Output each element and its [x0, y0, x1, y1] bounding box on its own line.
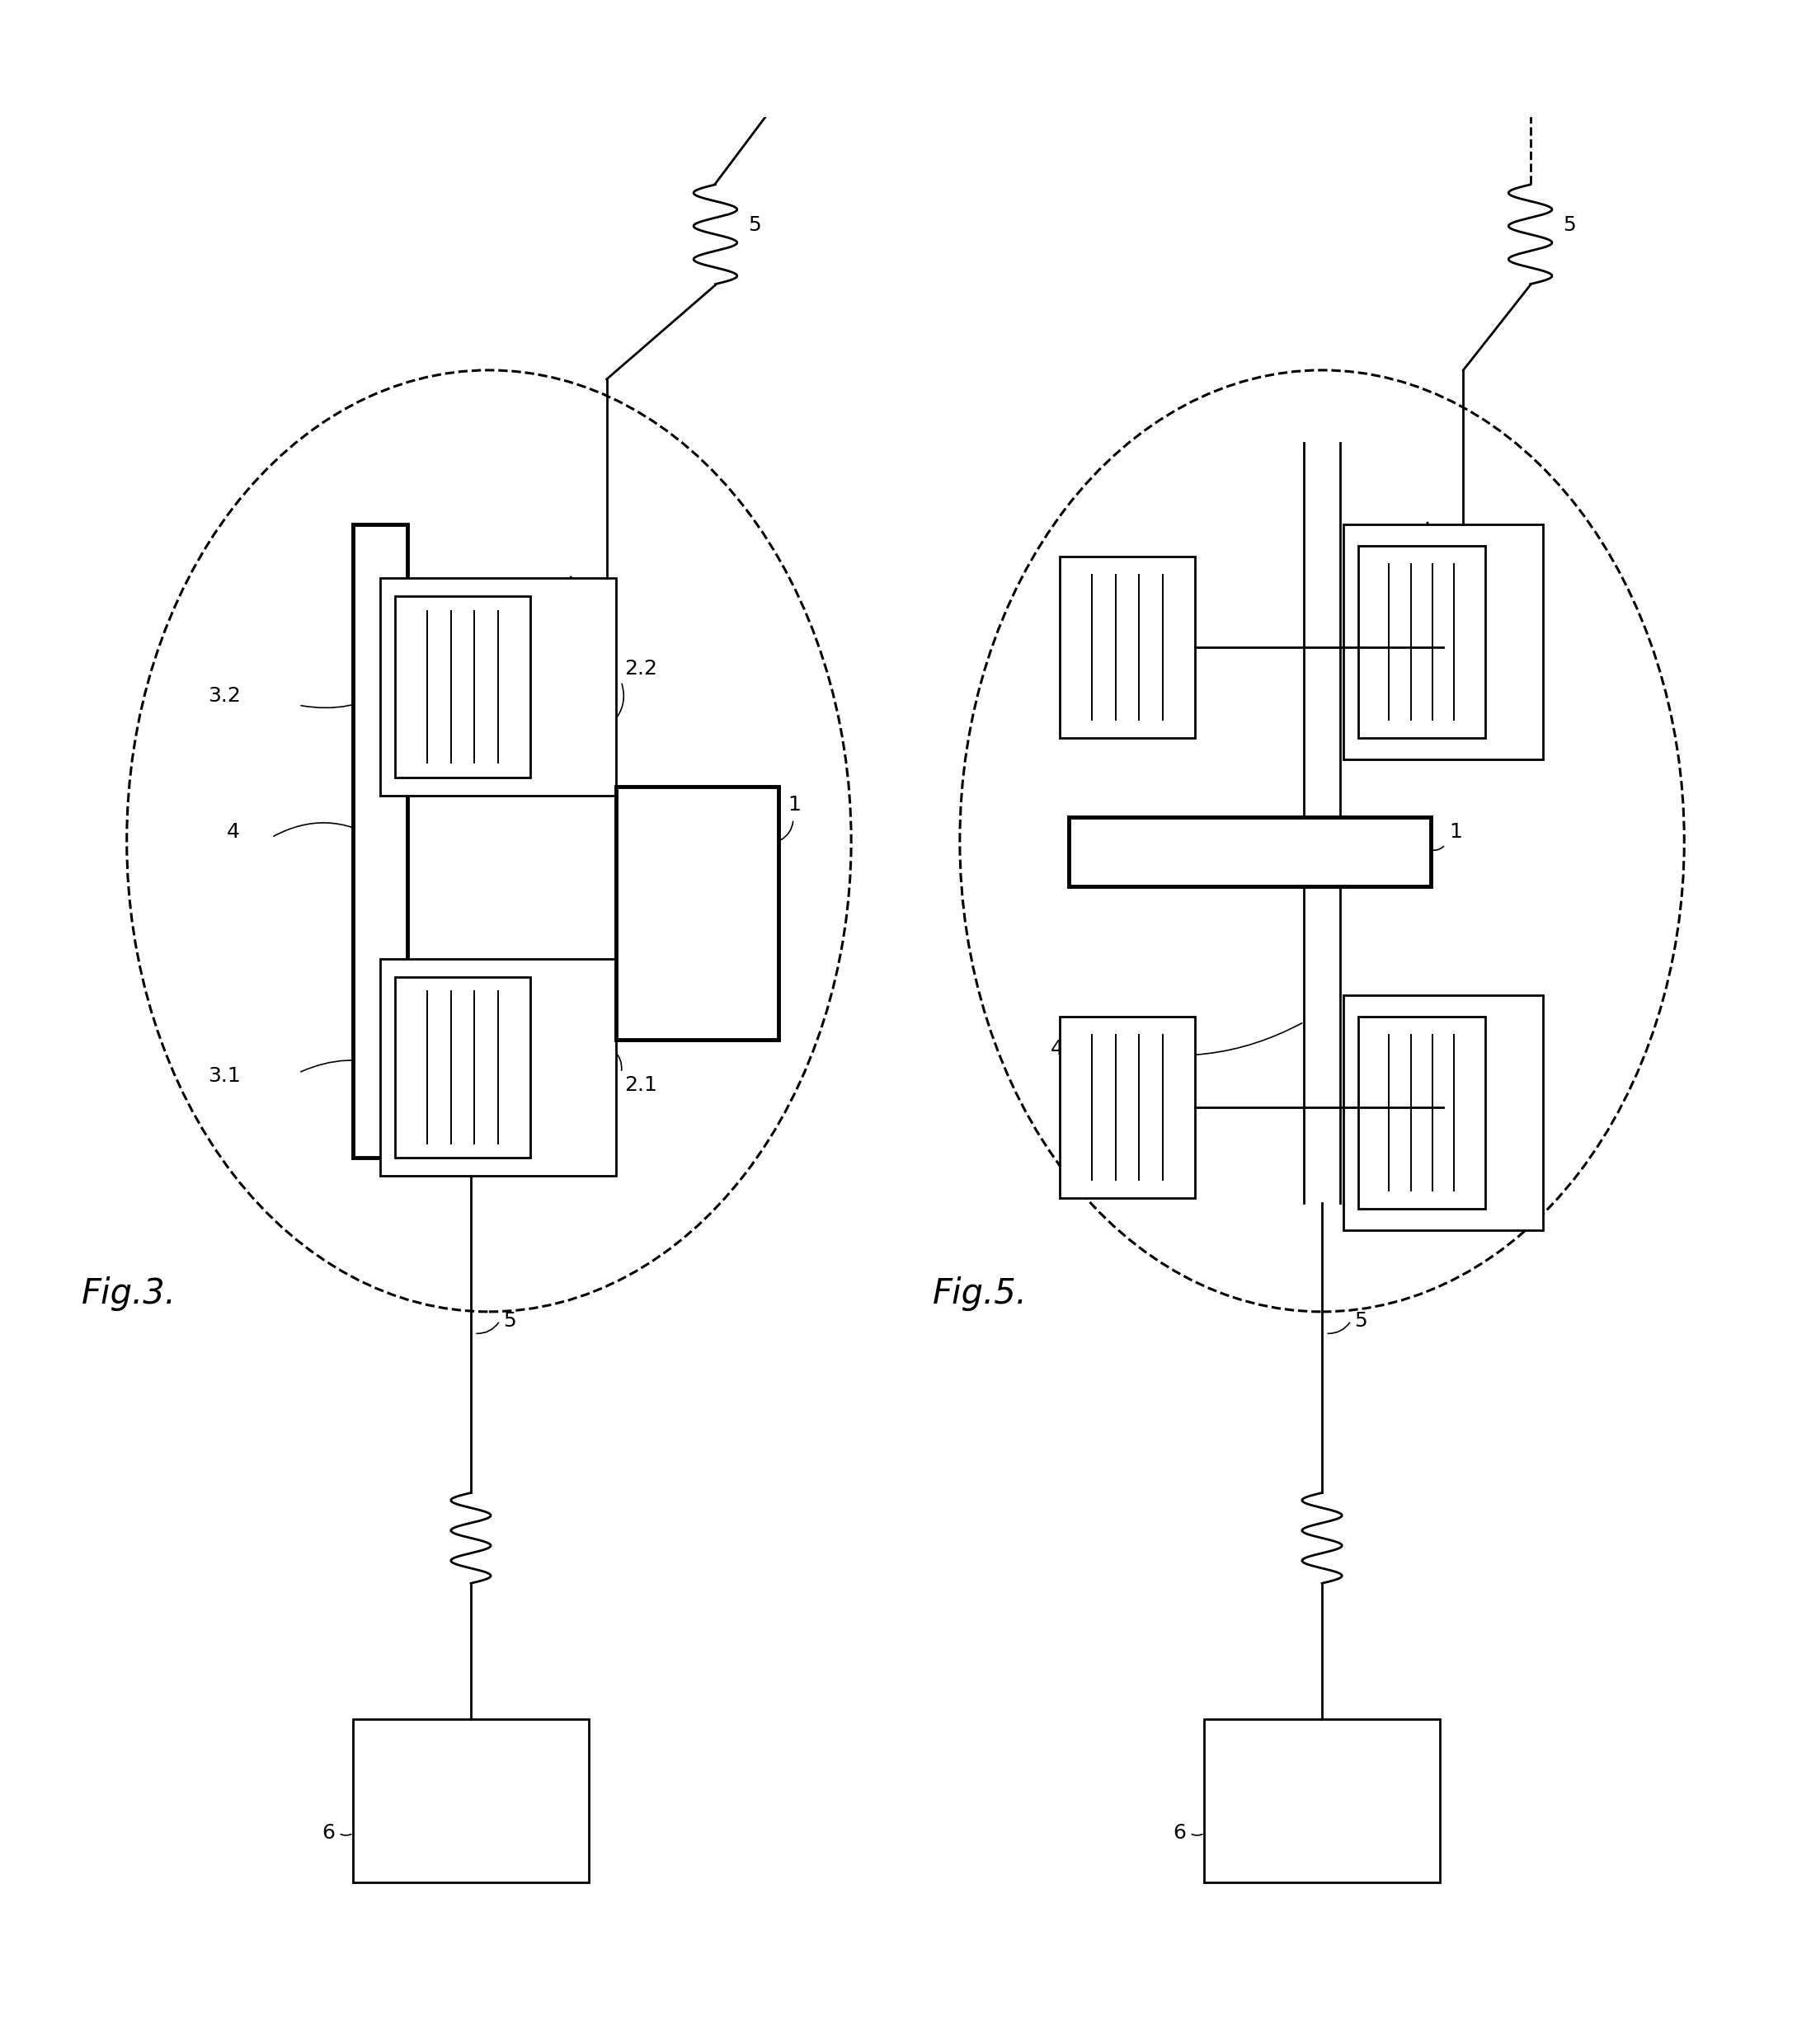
- Text: 1: 1: [1449, 822, 1461, 842]
- Text: 5: 5: [748, 215, 761, 235]
- Bar: [1059, 556, 1195, 738]
- Ellipse shape: [960, 370, 1684, 1312]
- Bar: [353, 1719, 589, 1883]
- Bar: [353, 523, 407, 1157]
- Bar: [616, 787, 779, 1040]
- Text: 4: 4: [226, 822, 239, 842]
- Bar: [1204, 1719, 1440, 1883]
- Bar: [1344, 523, 1543, 760]
- Text: 3.2: 3.2: [208, 687, 241, 705]
- Text: 3.1: 3.1: [208, 1067, 241, 1085]
- Bar: [1344, 995, 1543, 1230]
- Bar: [395, 597, 531, 777]
- Text: 3.2: 3.2: [1059, 623, 1092, 642]
- Bar: [380, 578, 616, 795]
- Bar: [1068, 818, 1431, 887]
- Text: 5: 5: [503, 1310, 516, 1331]
- Text: 5: 5: [1355, 1310, 1367, 1331]
- Text: 6: 6: [1174, 1823, 1186, 1844]
- Text: 1: 1: [788, 795, 800, 816]
- Text: 2.2: 2.2: [625, 658, 657, 679]
- Text: 6: 6: [322, 1823, 335, 1844]
- Text: 2.1: 2.1: [1512, 1130, 1545, 1149]
- Bar: [1059, 1016, 1195, 1198]
- Text: 5: 5: [1563, 215, 1576, 235]
- Text: 3.1: 3.1: [1059, 1130, 1092, 1149]
- Bar: [1358, 546, 1485, 738]
- Text: 2.2: 2.2: [1512, 613, 1545, 634]
- Bar: [1358, 1016, 1485, 1208]
- Ellipse shape: [127, 370, 851, 1312]
- Text: Fig.3.: Fig.3.: [81, 1275, 176, 1310]
- Bar: [380, 959, 616, 1175]
- Text: 2.1: 2.1: [625, 1075, 657, 1096]
- Text: Fig.5.: Fig.5.: [933, 1275, 1027, 1310]
- Text: 4: 4: [1050, 1038, 1063, 1059]
- Bar: [395, 977, 531, 1157]
